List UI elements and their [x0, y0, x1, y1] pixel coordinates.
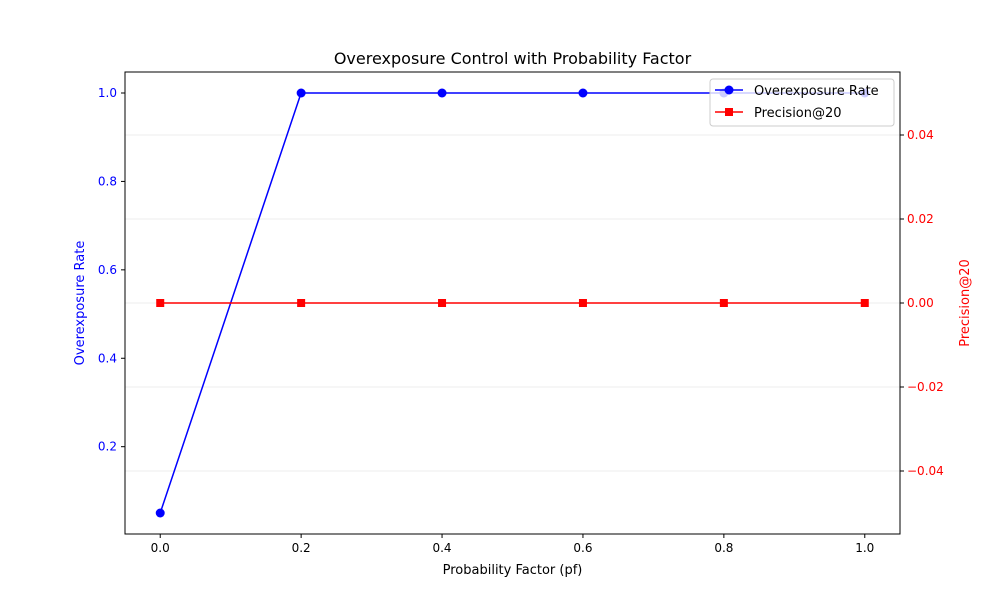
- chart-title: Overexposure Control with Probability Fa…: [334, 49, 692, 68]
- y-axis-left: 0.2 0.4 0.6 0.8 1.0: [98, 86, 125, 454]
- x-tick-label: 0.2: [292, 541, 311, 555]
- x-tick-label: 1.0: [855, 541, 874, 555]
- data-point-overexposure-rate: [296, 88, 306, 98]
- y-axis-left-title: Overexposure Rate: [73, 241, 88, 366]
- y-left-tick-label: 0.6: [98, 263, 117, 277]
- y-axis-right: −0.04 −0.02 0.00 0.02 0.04: [900, 128, 944, 478]
- data-point-precision-at-20: [578, 299, 587, 307]
- legend-marker-overexposure-rate: [724, 85, 734, 95]
- x-tick-label: 0.8: [714, 541, 733, 555]
- x-axis-title: Probability Factor (pf): [443, 563, 583, 578]
- y-right-tick-label: 0.00: [907, 296, 934, 310]
- data-point-precision-at-20: [719, 299, 728, 307]
- legend-frame: [709, 78, 895, 127]
- series-layer: [155, 88, 870, 518]
- data-point-overexposure-rate: [155, 508, 165, 518]
- data-point-precision-at-20: [438, 299, 447, 307]
- y-left-tick-label: 0.8: [98, 174, 117, 188]
- legend-label-precision-at-20: Precision@20: [754, 106, 842, 121]
- x-tick-label: 0.4: [432, 541, 451, 555]
- x-axis: 0.0 0.2 0.4 0.6 0.8 1.0: [151, 534, 874, 555]
- y-right-tick-label: −0.04: [907, 464, 944, 478]
- data-point-overexposure-rate: [578, 88, 588, 98]
- y-left-tick-label: 0.2: [98, 440, 117, 454]
- data-point-precision-at-20: [860, 299, 869, 307]
- y-right-tick-label: 0.04: [907, 128, 934, 142]
- x-tick-label: 0.6: [573, 541, 592, 555]
- legend-marker-precision-at-20: [725, 108, 733, 116]
- data-point-precision-at-20: [297, 299, 306, 307]
- legend-label-overexposure-rate: Overexposure Rate: [754, 84, 879, 99]
- data-point-overexposure-rate: [437, 88, 447, 98]
- y-left-tick-label: 1.0: [98, 86, 117, 100]
- legend: Overexposure Rate Precision@20: [709, 78, 895, 127]
- y-axis-right-title: Precision@20: [958, 259, 973, 347]
- x-tick-label: 0.0: [151, 541, 170, 555]
- y-left-tick-label: 0.4: [98, 351, 117, 365]
- data-point-precision-at-20: [156, 299, 165, 307]
- y-right-tick-label: −0.02: [907, 380, 944, 394]
- y-right-tick-label: 0.02: [907, 212, 934, 226]
